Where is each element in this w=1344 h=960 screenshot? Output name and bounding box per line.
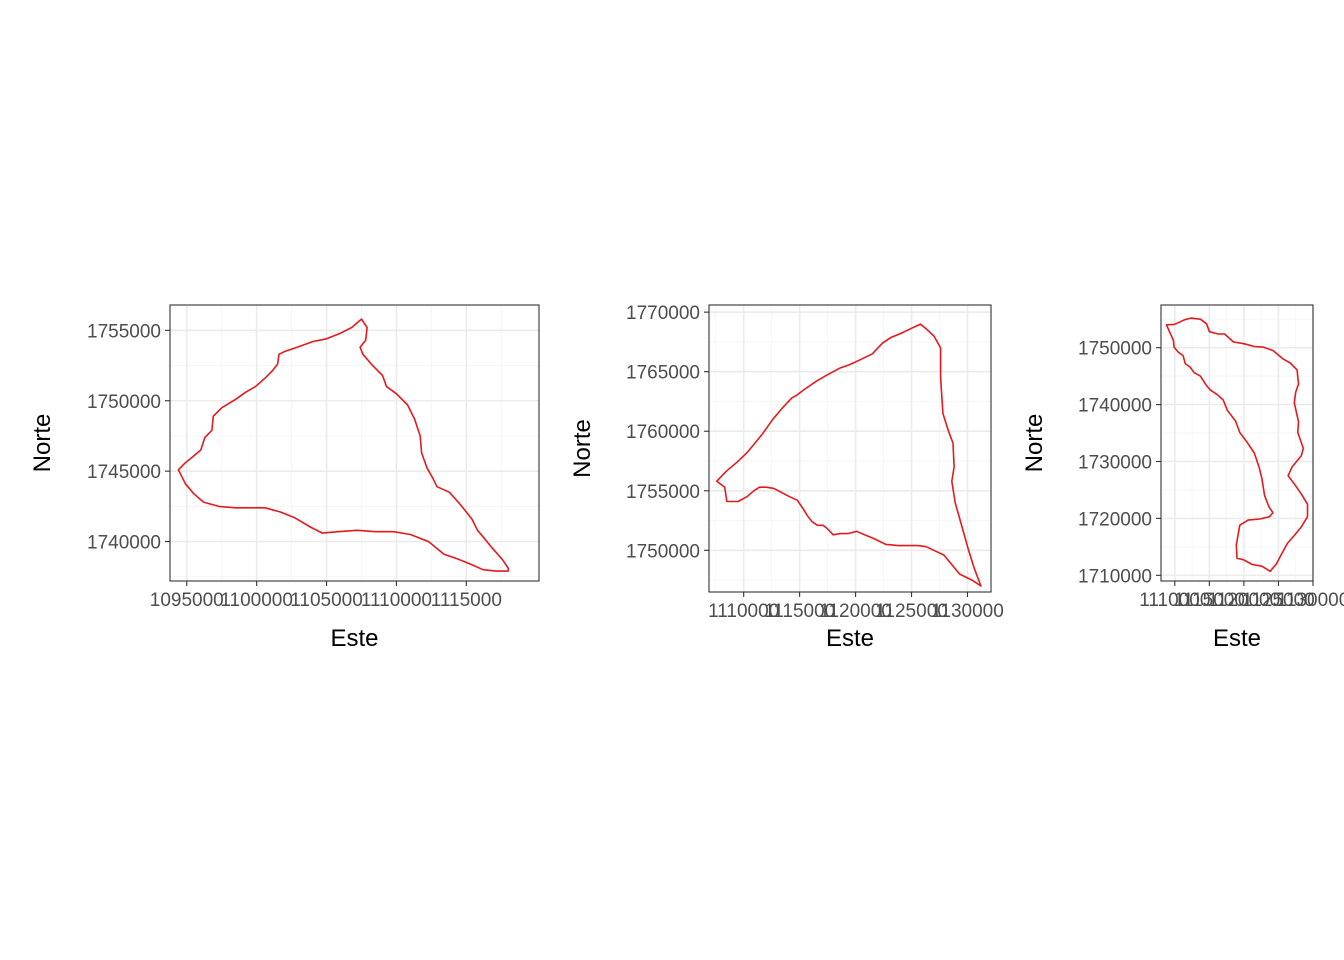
y-tick-label: 1755000 (626, 482, 700, 503)
y-tick-label: 1745000 (87, 462, 161, 483)
x-tick-label: 1120000 (1208, 590, 1281, 611)
y-tick-label: 1750000 (1078, 339, 1152, 360)
x-axis-title: Este (826, 625, 874, 652)
x-tick-label: 1120000 (819, 601, 892, 622)
y-tick-label: 1720000 (1078, 509, 1152, 530)
boundary-outline (1165, 317, 1309, 573)
x-tick-label: 1110000 (1139, 590, 1210, 611)
x-tick-label: 1115000 (1174, 590, 1245, 611)
y-tick-label: 1740000 (1078, 396, 1152, 417)
x-tick-label: 1130000 (1277, 590, 1344, 611)
x-tick-label: 1110000 (361, 590, 432, 611)
x-tick-label: 1115000 (764, 601, 835, 622)
y-axis-title: Norte (569, 419, 596, 478)
y-tick-label: 1760000 (626, 422, 700, 443)
x-axis-title: Este (330, 625, 378, 652)
x-tick-label: 1125000 (1242, 590, 1315, 611)
y-tick-label: 1710000 (1078, 566, 1152, 587)
y-tick-label: 1750000 (87, 392, 161, 413)
x-axis-title: Este (1213, 625, 1261, 652)
panel-background (709, 305, 991, 592)
y-tick-label: 1765000 (626, 363, 700, 384)
y-tick-label: 1755000 (87, 321, 161, 342)
panel-background (1161, 305, 1313, 581)
y-axis-title: Norte (29, 414, 56, 473)
panel-background (170, 305, 539, 581)
x-tick-label: 1130000 (931, 601, 1004, 622)
x-tick-label: 1110000 (708, 601, 779, 622)
boundary-outline (177, 318, 510, 572)
panel-border (1160, 304, 1314, 582)
y-tick-label: 1730000 (1078, 452, 1152, 473)
boundary-outline (715, 323, 982, 587)
x-tick-label: 1095000 (150, 590, 224, 611)
x-tick-label: 1125000 (875, 601, 948, 622)
x-tick-label: 1105000 (290, 590, 363, 611)
x-tick-label: 1100000 (220, 590, 293, 611)
y-tick-label: 1770000 (626, 303, 700, 324)
panel-border (169, 304, 540, 582)
panel-border (708, 304, 992, 593)
y-tick-label: 1750000 (626, 541, 700, 562)
x-tick-label: 1115000 (431, 590, 502, 611)
y-axis-title: Norte (1021, 414, 1048, 473)
y-tick-label: 1740000 (87, 533, 161, 554)
